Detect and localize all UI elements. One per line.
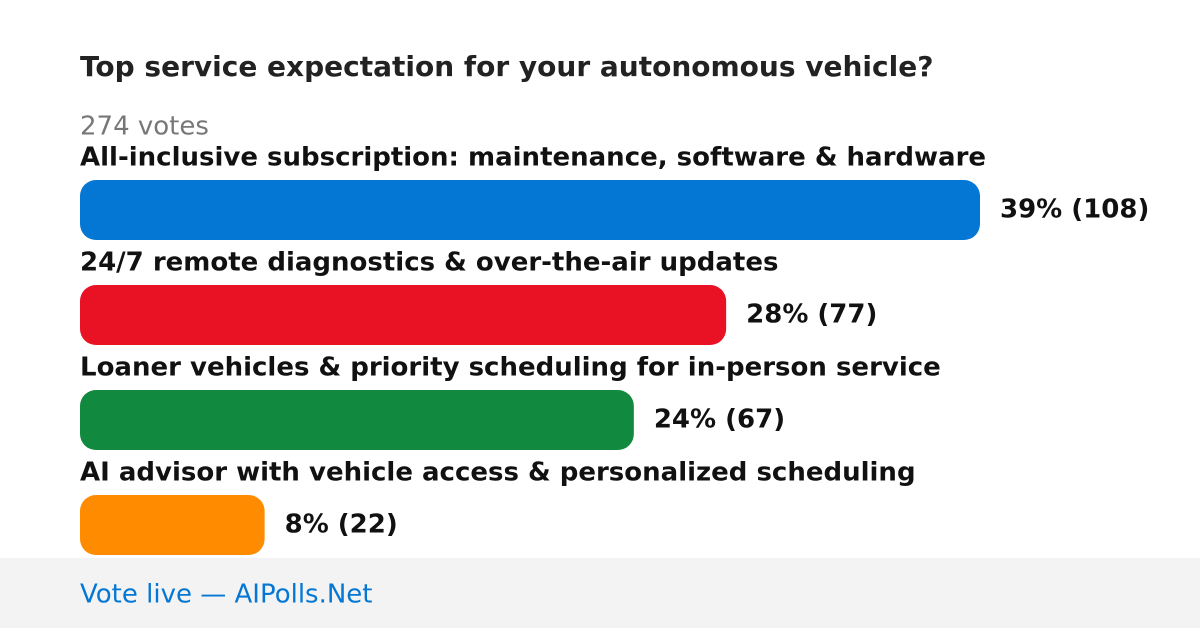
bar [80,285,727,345]
option-label: AI advisor with vehicle access & persona… [80,458,916,488]
bar [80,180,980,240]
vote-count: 274 votes [80,112,209,142]
value-label: 28% (77) [746,300,877,330]
value-label: 8% (22) [285,510,398,540]
footer-band [0,558,1200,628]
option-label: All-inclusive subscription: maintenance,… [80,143,986,173]
footer-link[interactable]: Vote live — AIPolls.Net [80,580,373,610]
option-label: Loaner vehicles & priority scheduling fo… [80,353,941,383]
value-label: 24% (67) [654,405,785,435]
bar [80,390,634,450]
poll-title: Top service expectation for your autonom… [80,50,933,83]
option-label: 24/7 remote diagnostics & over-the-air u… [80,248,778,278]
bar [80,495,265,555]
value-label: 39% (108) [1000,195,1149,225]
